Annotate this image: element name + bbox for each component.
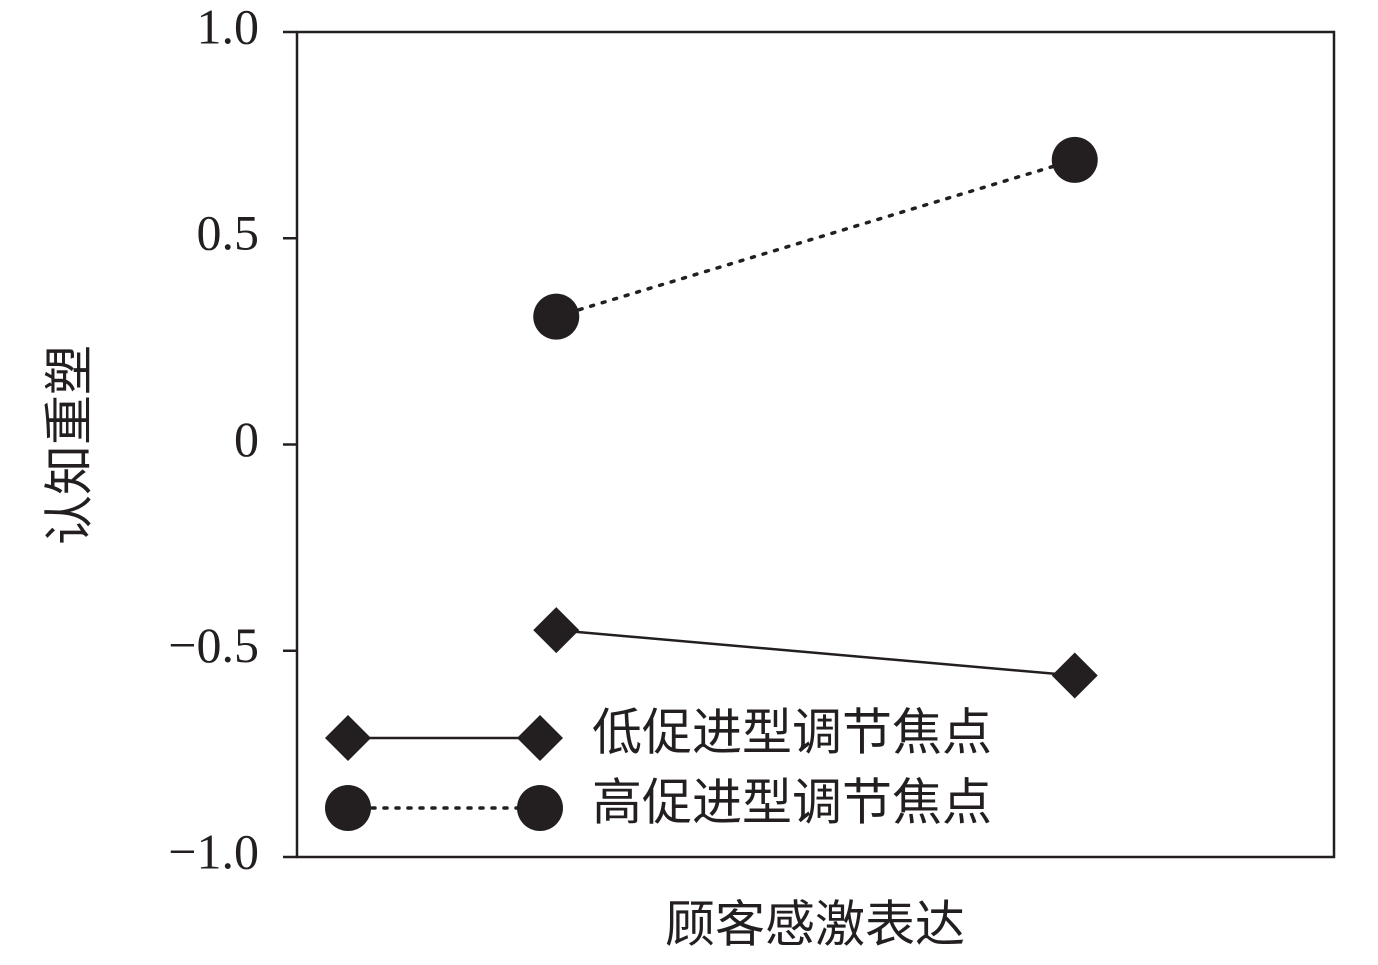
data-point — [533, 607, 580, 654]
data-point — [1051, 136, 1098, 183]
legend-marker — [325, 785, 371, 831]
x-axis-title: 顾客感激表达 — [665, 896, 965, 952]
legend-marker — [517, 715, 563, 761]
data-point — [533, 293, 580, 340]
legend-label: 低促进型调节焦点 — [592, 704, 992, 760]
y-tick-label: 0 — [234, 411, 259, 467]
y-tick-label: 1.0 — [197, 0, 260, 54]
series-line — [554, 158, 1077, 319]
y-tick-label: −0.5 — [168, 617, 259, 673]
legend-marker — [517, 785, 563, 831]
y-tick-label: −1.0 — [168, 823, 259, 879]
y-tick-label: 0.5 — [197, 205, 260, 261]
legend-marker — [325, 715, 371, 761]
y-axis-title: 认知重塑 — [41, 345, 97, 545]
data-point — [1051, 652, 1098, 699]
legend-label: 高促进型调节焦点 — [592, 774, 992, 830]
series-line — [555, 628, 1076, 677]
